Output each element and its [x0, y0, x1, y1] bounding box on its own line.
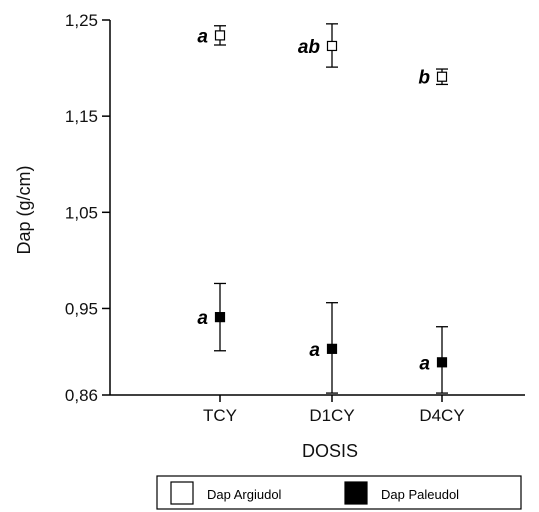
y-tick-label: 0,95 — [65, 299, 98, 318]
legend-label: Dap Argiudol — [207, 487, 282, 502]
x-axis-title: DOSIS — [302, 441, 358, 461]
data-point-argiudol — [326, 40, 338, 52]
legend-box — [156, 475, 522, 510]
y-tick-label: 1,25 — [65, 11, 98, 30]
legend-label: Dap Paleudol — [381, 487, 459, 502]
chart-marks: a ab b a a a — [197, 23, 448, 394]
x-tick-label: D1CY — [309, 406, 354, 425]
y-tick-label: 1,05 — [65, 203, 98, 222]
significance-letter: ab — [298, 37, 321, 58]
y-tick-label: 0,86 — [65, 386, 98, 405]
y-tick-label: 1,15 — [65, 107, 98, 126]
x-tick-label: TCY — [203, 406, 237, 425]
data-point-paleudol — [436, 357, 448, 368]
legend-swatch-filled-square — [344, 481, 368, 505]
legend-swatch-open-square — [170, 481, 194, 505]
data-point-argiudol — [214, 30, 226, 41]
data-point-paleudol — [326, 343, 338, 354]
data-point-argiudol — [436, 71, 448, 82]
y-axis-title: Dap (g/cm) — [14, 165, 34, 254]
chart-ticks: 1,25 1,15 1,05 0,95 0,86 TCY D1CY D4CY — [65, 11, 465, 425]
significance-letter: a — [197, 26, 208, 47]
significance-letter: a — [197, 308, 208, 329]
significance-letter: b — [418, 68, 430, 89]
chart-axes — [109, 20, 525, 396]
data-point-paleudol — [214, 312, 226, 323]
significance-letter: a — [309, 340, 320, 361]
x-tick-label: D4CY — [419, 406, 464, 425]
significance-letter: a — [419, 353, 430, 374]
legend: Dap Argiudol Dap Paleudol — [156, 475, 522, 510]
